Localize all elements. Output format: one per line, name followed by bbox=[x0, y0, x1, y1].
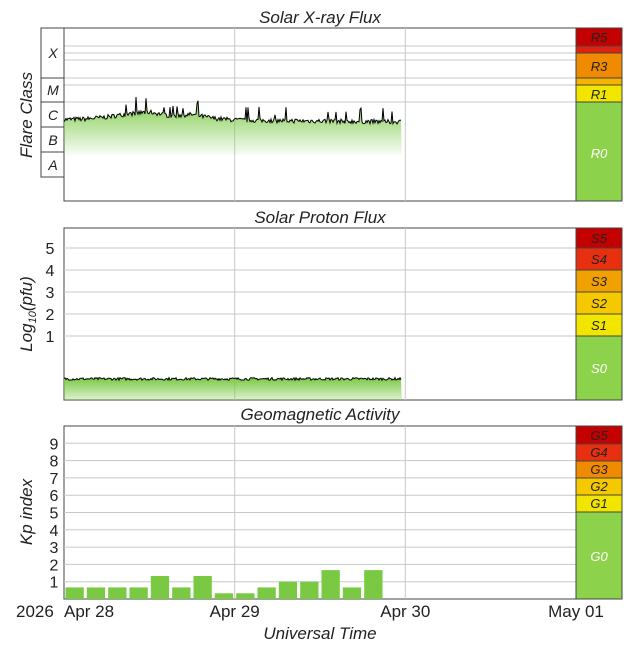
kp-bar bbox=[342, 587, 362, 599]
scale-label-g4: G4 bbox=[590, 445, 607, 460]
kp-bar bbox=[65, 587, 84, 599]
kp-bar bbox=[108, 587, 127, 599]
scale-label-r3: R3 bbox=[591, 59, 608, 74]
kp-ytick: 7 bbox=[50, 471, 59, 488]
proton-scale-column: S5 S4 S3 S2 S1 S0 bbox=[575, 227, 623, 401]
scale-r2 bbox=[575, 77, 623, 86]
proton-title: Solar Proton Flux bbox=[254, 208, 386, 227]
scale-label-s4: S4 bbox=[591, 252, 607, 267]
class-label-c: C bbox=[48, 107, 59, 123]
kp-ytick: 8 bbox=[50, 454, 59, 471]
proton-yticks: 5 4 3 2 1 bbox=[46, 241, 55, 346]
kp-bar bbox=[321, 570, 340, 599]
scale-s0 bbox=[575, 335, 623, 401]
kp-bar bbox=[86, 587, 106, 599]
scale-label-g2: G2 bbox=[590, 479, 608, 494]
xray-line bbox=[63, 96, 402, 126]
kp-bar bbox=[193, 576, 212, 599]
proton-fill-area bbox=[64, 377, 402, 400]
geomag-title: Geomagnetic Activity bbox=[240, 405, 401, 424]
xray-gridlines bbox=[64, 28, 576, 201]
proton-ylabel: Log10(pfu) bbox=[17, 276, 39, 352]
kp-bar bbox=[278, 581, 298, 599]
kp-bar bbox=[300, 581, 319, 599]
kp-ytick: 5 bbox=[50, 506, 59, 523]
kp-bar bbox=[172, 587, 191, 599]
proton-ytick: 5 bbox=[46, 241, 55, 258]
x-tick-apr29: Apr 29 bbox=[210, 602, 260, 621]
scale-label-r1: R1 bbox=[591, 87, 608, 102]
geomag-ylabel: Kp index bbox=[17, 478, 36, 545]
xray-title: Solar X-ray Flux bbox=[259, 8, 381, 27]
class-label-a: A bbox=[47, 157, 57, 173]
geomag-gridlines bbox=[64, 426, 576, 599]
kp-ytick: 4 bbox=[50, 523, 59, 540]
geomag-scale-column: G5 G4 G3 G2 G1 G0 bbox=[575, 425, 623, 600]
scale-label-s0: S0 bbox=[591, 361, 608, 376]
kp-bar bbox=[257, 587, 276, 599]
x-tick-apr30: Apr 30 bbox=[380, 602, 430, 621]
scale-label-s2: S2 bbox=[591, 296, 608, 311]
kp-bar bbox=[150, 576, 170, 599]
proton-ytick: 1 bbox=[46, 329, 55, 346]
kp-ytick: 3 bbox=[50, 540, 59, 557]
x-axis: 2026 Apr 28 Apr 29 Apr 30 May 01 Univers… bbox=[16, 602, 604, 643]
scale-r4 bbox=[575, 45, 623, 54]
kp-bar bbox=[214, 593, 234, 599]
kp-bar bbox=[129, 587, 148, 599]
class-label-m: M bbox=[47, 82, 59, 98]
kp-bars bbox=[65, 570, 383, 599]
xray-fill-area bbox=[64, 97, 402, 155]
scale-g0 bbox=[575, 511, 623, 600]
proton-ytick: 3 bbox=[46, 285, 55, 302]
proton-ytick: 4 bbox=[46, 263, 55, 280]
kp-bar bbox=[236, 593, 255, 599]
scale-label-s3: S3 bbox=[591, 274, 608, 289]
kp-ytick: 1 bbox=[50, 575, 59, 592]
xray-scale-column: R5 R3 R1 R0 bbox=[575, 27, 623, 202]
kp-ytick: 2 bbox=[50, 557, 59, 574]
scale-label-s1: S1 bbox=[591, 318, 607, 333]
proton-ylabel-sub: 10 bbox=[27, 310, 39, 323]
kp-bar bbox=[364, 570, 383, 599]
proton-line bbox=[63, 376, 402, 382]
proton-ytick: 2 bbox=[46, 307, 55, 324]
scale-label-r5: R5 bbox=[591, 30, 608, 45]
kp-ytick: 6 bbox=[50, 488, 59, 505]
xray-class-column: X M C B A bbox=[40, 27, 65, 178]
x-axis-label: Universal Time bbox=[263, 624, 376, 643]
scale-label-s5: S5 bbox=[591, 231, 608, 246]
class-label-x: X bbox=[47, 45, 58, 61]
proton-ylabel-unit: (pfu) bbox=[17, 276, 36, 311]
x-tick-apr28: Apr 28 bbox=[64, 602, 114, 621]
class-label-b: B bbox=[48, 132, 57, 148]
scale-label-g0: G0 bbox=[590, 549, 608, 564]
xray-series bbox=[63, 96, 402, 155]
kp-ytick: 9 bbox=[50, 436, 59, 453]
scale-label-g5: G5 bbox=[590, 428, 608, 443]
x-tick-may01: May 01 bbox=[548, 602, 604, 621]
scale-label-g3: G3 bbox=[590, 462, 608, 477]
xray-ylabel: Flare Class bbox=[17, 72, 36, 158]
proton-series bbox=[63, 376, 402, 400]
scale-label-r0: R0 bbox=[591, 146, 608, 161]
x-axis-year: 2026 bbox=[16, 602, 54, 621]
scale-r0 bbox=[575, 101, 623, 202]
proton-gridlines bbox=[64, 228, 576, 400]
proton-ylabel-main: Log bbox=[17, 323, 36, 352]
scale-label-g1: G1 bbox=[590, 496, 607, 511]
